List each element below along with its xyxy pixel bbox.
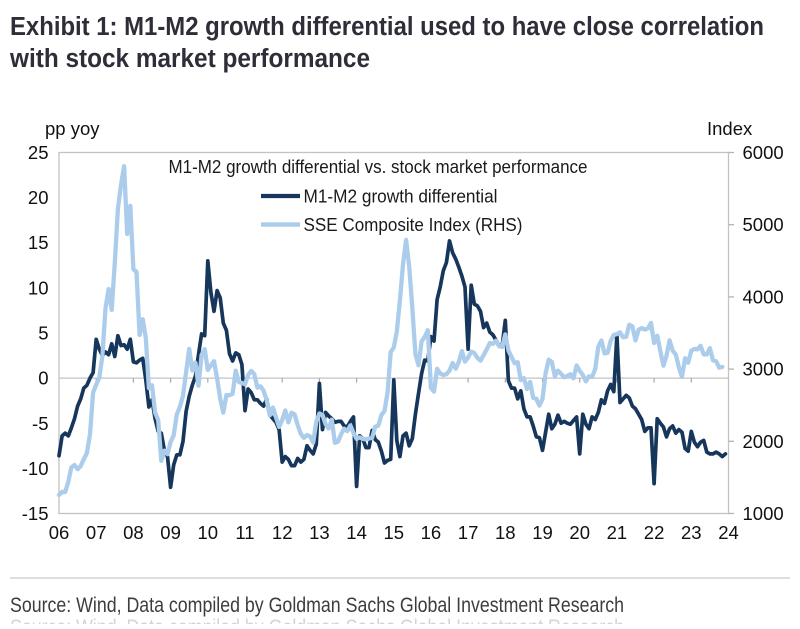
- svg-text:21: 21: [607, 522, 628, 543]
- svg-text:-5: -5: [32, 413, 48, 434]
- svg-text:19: 19: [532, 522, 553, 543]
- svg-text:10: 10: [198, 522, 219, 543]
- svg-text:10: 10: [28, 277, 49, 298]
- svg-text:09: 09: [160, 522, 181, 543]
- svg-text:SSE Composite Index (RHS): SSE Composite Index (RHS): [304, 215, 523, 235]
- svg-text:17: 17: [458, 522, 479, 543]
- svg-text:20: 20: [569, 522, 590, 543]
- svg-text:25: 25: [28, 142, 49, 163]
- svg-text:15: 15: [384, 522, 405, 543]
- svg-text:with stock market performance: with stock market performance: [9, 45, 370, 73]
- svg-text:-10: -10: [22, 458, 49, 479]
- svg-text:12: 12: [272, 522, 293, 543]
- svg-text:16: 16: [421, 522, 442, 543]
- svg-text:5000: 5000: [743, 214, 784, 235]
- svg-text:11: 11: [235, 522, 254, 543]
- svg-text:23: 23: [681, 522, 702, 543]
- svg-text:M1-M2 growth differential vs.: M1-M2 growth differential vs. stock mark…: [169, 157, 588, 177]
- svg-text:4000: 4000: [743, 286, 784, 307]
- svg-text:1000: 1000: [743, 503, 784, 524]
- svg-text:14: 14: [346, 522, 367, 543]
- svg-text:13: 13: [309, 522, 330, 543]
- svg-text:0: 0: [38, 368, 48, 389]
- svg-text:3000: 3000: [743, 359, 784, 380]
- svg-text:-15: -15: [22, 503, 49, 524]
- svg-text:18: 18: [495, 522, 516, 543]
- svg-text:5: 5: [38, 323, 48, 344]
- svg-text:2000: 2000: [743, 431, 784, 452]
- svg-text:Source: Wind, Data compiled by: Source: Wind, Data compiled by Goldman S…: [10, 615, 624, 624]
- svg-text:Source: Wind, Data compiled by: Source: Wind, Data compiled by Goldman S…: [10, 593, 624, 617]
- svg-text:Index: Index: [707, 118, 753, 139]
- svg-text:pp yoy: pp yoy: [45, 118, 100, 139]
- svg-text:07: 07: [86, 522, 107, 543]
- svg-text:06: 06: [49, 522, 70, 543]
- svg-text:22: 22: [644, 522, 665, 543]
- svg-text:15: 15: [28, 232, 49, 253]
- svg-text:6000: 6000: [743, 142, 784, 163]
- svg-text:24: 24: [718, 522, 739, 543]
- svg-text:M1-M2 growth differential: M1-M2 growth differential: [304, 187, 498, 207]
- svg-text:20: 20: [28, 187, 49, 208]
- svg-text:08: 08: [123, 522, 144, 543]
- svg-text:Exhibit 1: M1-M2 growth differ: Exhibit 1: M1-M2 growth differential use…: [10, 13, 764, 41]
